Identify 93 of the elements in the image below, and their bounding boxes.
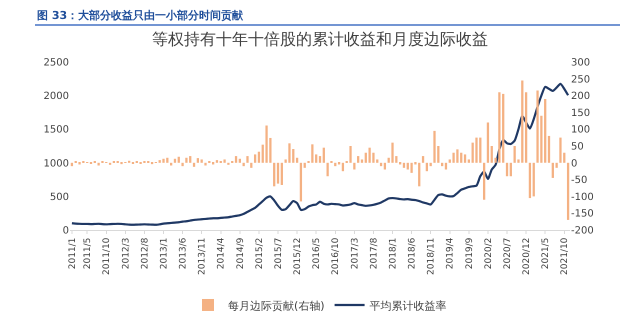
bar: [368, 148, 371, 163]
bar: [502, 94, 504, 163]
x-tick-label: 2014/9: [236, 237, 246, 270]
x-tick-label: 2015/12: [293, 238, 304, 275]
bar: [246, 156, 249, 163]
bar: [384, 162, 386, 170]
x-tick-label: 2020/12: [522, 238, 532, 275]
bar: [234, 156, 238, 163]
x-tick-label: 2016/5: [312, 238, 322, 270]
bar: [334, 162, 336, 166]
y-tick-label: 1000: [44, 158, 69, 170]
y-tick-label: 500: [50, 192, 69, 203]
x-tick-label: 2015/2: [254, 238, 265, 270]
y-tick-label: 1500: [44, 124, 69, 136]
bar: [242, 162, 245, 166]
y2-tick-label: 100: [571, 124, 590, 136]
x-tick-label: 2021/5: [541, 238, 552, 270]
x-tick-label: 2013/1: [159, 238, 170, 270]
x-tick-label: 2015/7: [274, 238, 284, 270]
y-tick-label: 0: [62, 226, 69, 236]
bar: [216, 160, 218, 163]
bar: [498, 92, 501, 163]
x-tick-label: 2011/10: [102, 237, 112, 275]
y2-tick-label: 0: [571, 158, 578, 170]
bar: [238, 158, 241, 163]
bar: [158, 160, 161, 163]
bar: [521, 80, 524, 163]
legend-label: 平均累计收益率: [370, 299, 447, 312]
bar: [189, 156, 192, 163]
x-tick-label: 2013/11: [198, 238, 208, 275]
y2-tick-label: 300: [571, 58, 590, 68]
chart-title: 等权持有十年十倍股的累计收益和月度边际收益: [152, 29, 488, 48]
bar: [418, 162, 420, 186]
y2-tick-label: 50: [571, 142, 584, 152]
bar: [178, 156, 180, 163]
bar: [510, 162, 512, 176]
x-tick-label: 2012/3: [121, 238, 132, 270]
x-tick-label: 2018/11: [426, 238, 437, 275]
legend-label: 每月边际贡献(右轴): [228, 299, 325, 312]
y2-tick-label: 250: [571, 74, 590, 86]
x-tick-label: 2011/1: [68, 238, 78, 270]
x-tick-label: 2018/6: [408, 237, 418, 270]
x-tick-label: 2017/3: [350, 238, 360, 270]
bar: [170, 162, 172, 166]
bar: [479, 138, 482, 163]
y-tick-label: 2500: [44, 58, 69, 68]
x-tick-label: 2012/8: [140, 237, 150, 270]
y2-tick-label: -200: [571, 226, 594, 236]
bar: [426, 162, 428, 172]
bar: [544, 98, 546, 163]
bar: [326, 162, 329, 176]
bar: [311, 144, 314, 163]
bar: [250, 162, 252, 168]
bar: [552, 162, 554, 178]
bar: [422, 156, 424, 163]
y2-tick-label: 150: [571, 108, 590, 119]
bar: [406, 162, 409, 170]
x-tick-label: 2019/4: [446, 237, 456, 270]
y-tick-label: 2000: [44, 91, 69, 102]
x-tick-label: 2017/8: [369, 237, 380, 270]
bar: [460, 152, 462, 163]
bar: [196, 158, 200, 163]
bar: [353, 162, 356, 170]
x-tick-label: 2013/6: [178, 237, 189, 270]
x-tick-label: 2019/9: [464, 237, 475, 270]
y2-tick-label: -50: [571, 175, 588, 186]
bar: [200, 159, 203, 163]
x-tick-label: 2011/5: [83, 238, 94, 270]
bar: [440, 162, 444, 166]
bar: [97, 162, 100, 166]
x-tick-label: 2018/1: [388, 238, 398, 270]
x-tick-label: 2020/7: [502, 238, 513, 270]
bar: [357, 156, 360, 163]
y2-tick-label: 200: [571, 91, 590, 102]
x-tick-label: 2021/10: [560, 237, 570, 275]
x-tick-label: 2020/2: [484, 238, 494, 270]
bar: [482, 162, 486, 200]
bar: [452, 152, 455, 163]
y2-tick-label: -150: [571, 208, 594, 220]
line-series: [70, 82, 570, 226]
caption: 图 33：大部分收益只由一小部分时间贡献: [37, 9, 244, 22]
bar: [514, 146, 516, 163]
bar: [166, 158, 168, 163]
bar: [322, 148, 325, 163]
bar: [273, 162, 276, 186]
bar: [532, 162, 535, 196]
bar: [410, 162, 413, 173]
x-tick-label: 2014/4: [216, 237, 227, 270]
y2-tick-label: -100: [571, 192, 594, 203]
x-tick-label: 2016/10: [331, 237, 342, 275]
bar: [254, 154, 256, 163]
bar: [280, 162, 283, 185]
bar: [223, 159, 226, 163]
